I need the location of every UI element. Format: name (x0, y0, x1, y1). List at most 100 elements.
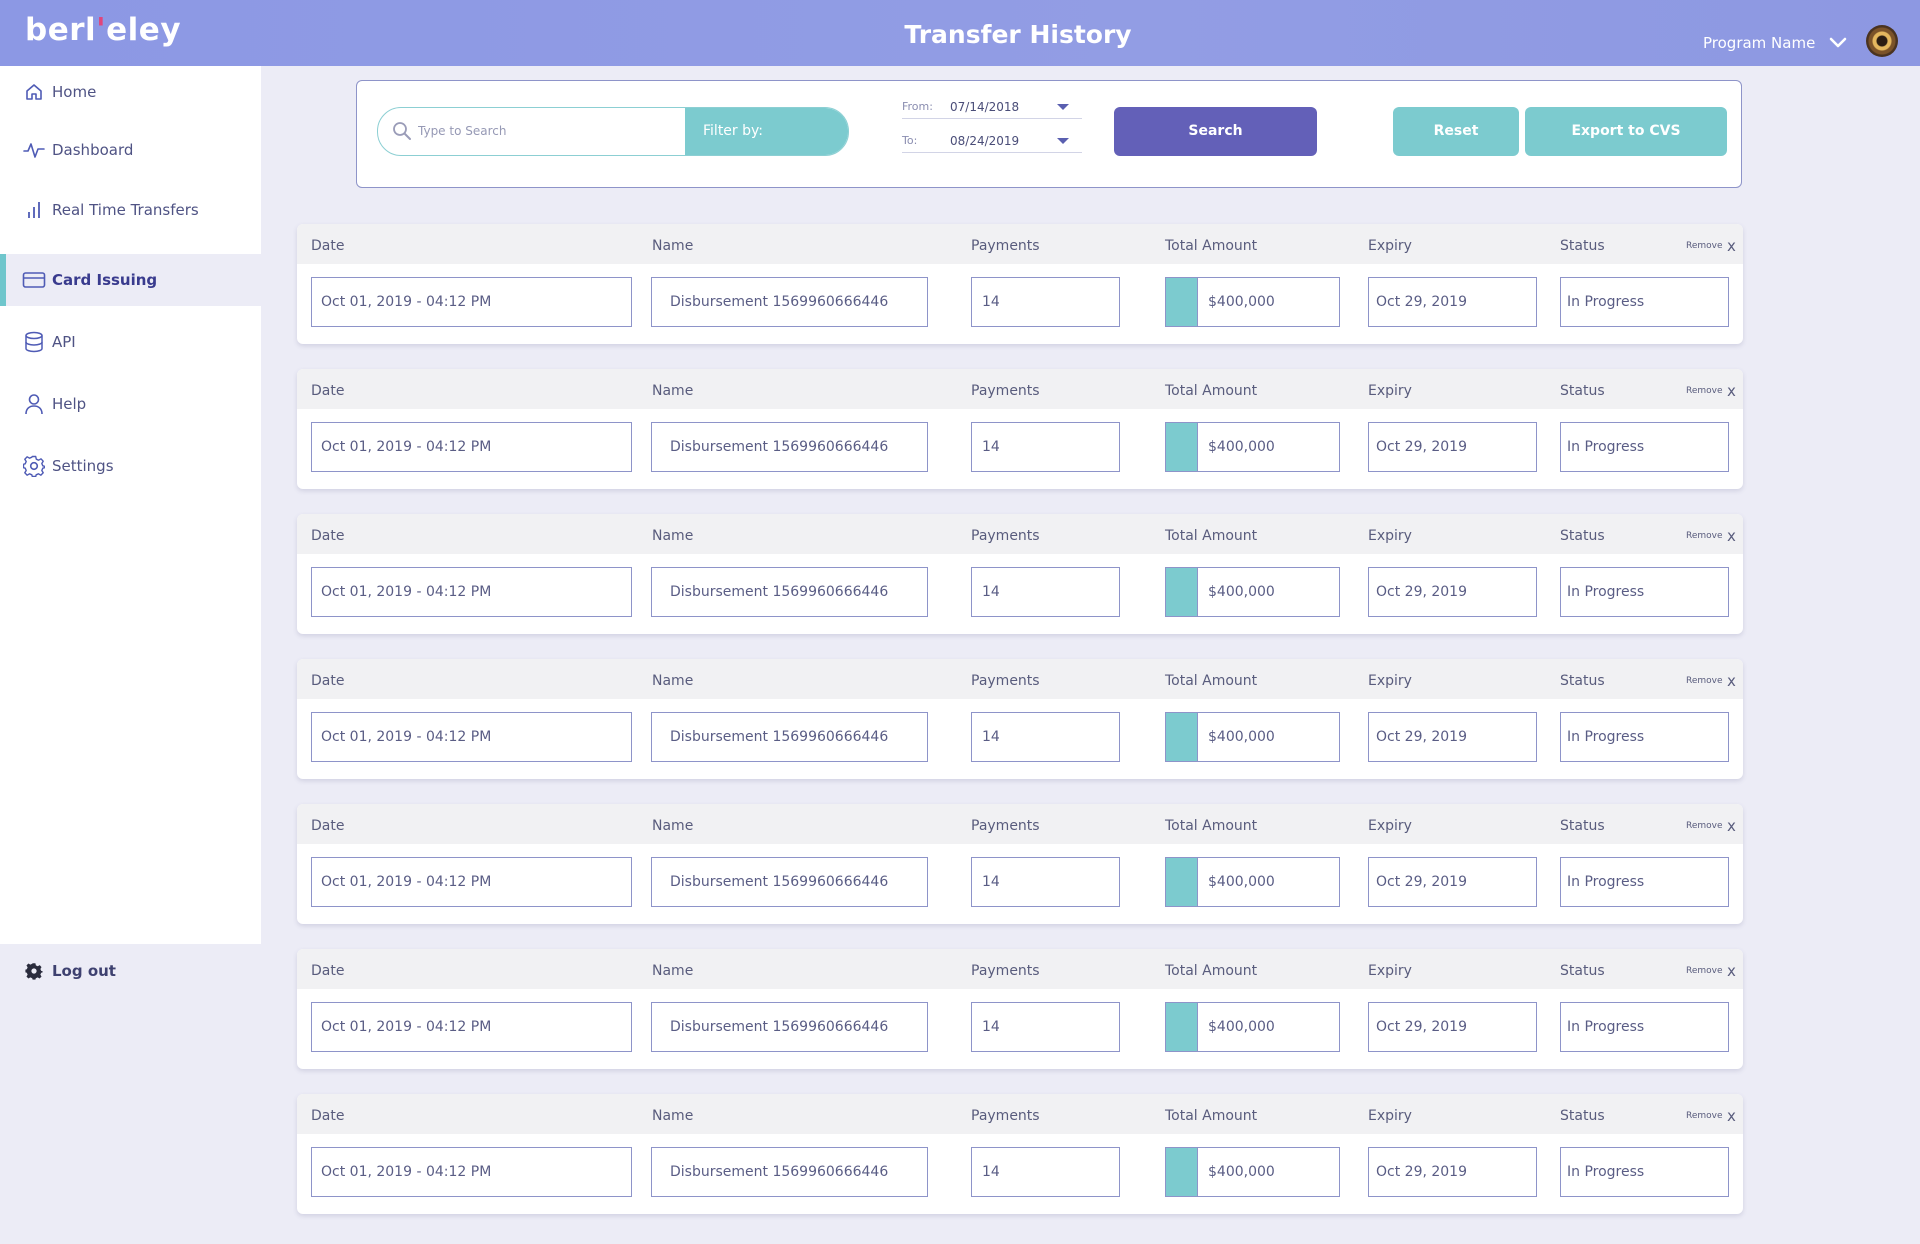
export-button[interactable]: Export to CVS (1525, 107, 1727, 156)
to-date-field[interactable]: To: 08/24/2019 (902, 129, 1082, 153)
total-amount-field[interactable]: $400,000 (1197, 422, 1340, 472)
payments-field[interactable]: 14 (971, 422, 1120, 472)
status-field[interactable]: In Progress (1560, 567, 1729, 617)
name-field[interactable]: Disbursement 1569960666446 (651, 857, 928, 907)
payments-field[interactable]: 14 (971, 857, 1120, 907)
remove-button[interactable]: Remove (1686, 241, 1723, 251)
name-field[interactable]: Disbursement 1569960666446 (651, 712, 928, 762)
payments-label: Payments (971, 1108, 1040, 1124)
sidebar-item-help[interactable]: Help (0, 378, 261, 430)
payments-label: Payments (971, 818, 1040, 834)
berkeley-logo[interactable]: berl'eley (25, 12, 181, 48)
page-title: Transfer History (904, 20, 1132, 49)
date-field[interactable]: Oct 01, 2019 - 04:12 PM (311, 712, 632, 762)
status-field[interactable]: In Progress (1560, 857, 1729, 907)
chevron-down-icon (1830, 37, 1847, 48)
sidebar-item-dashboard[interactable]: Dashboard (0, 124, 261, 176)
expiry-field[interactable]: Oct 29, 2019 (1368, 1147, 1537, 1197)
sidebar-item-api[interactable]: API (0, 316, 261, 368)
color-swatch (1165, 277, 1198, 327)
date-field[interactable]: Oct 01, 2019 - 04:12 PM (311, 857, 632, 907)
logout-button[interactable]: Log out (0, 946, 261, 996)
total-amount-field[interactable]: $400,000 (1197, 277, 1340, 327)
payments-field[interactable]: 14 (971, 567, 1120, 617)
from-date-value: 07/14/2018 (950, 99, 1020, 114)
remove-button[interactable]: Remove (1686, 676, 1723, 686)
remove-button[interactable]: Remove (1686, 966, 1723, 976)
sidebar-item-settings[interactable]: Settings (0, 440, 261, 492)
remove-button[interactable]: Remove (1686, 1111, 1723, 1121)
name-label: Name (652, 528, 694, 544)
name-field[interactable]: Disbursement 1569960666446 (651, 567, 928, 617)
home-icon (22, 80, 46, 104)
expiry-field[interactable]: Oct 29, 2019 (1368, 712, 1537, 762)
transfer-row: Date Name Payments Total Amount Expiry S… (297, 369, 1743, 489)
expiry-label: Expiry (1368, 673, 1412, 689)
sidebar-item-card-issuing[interactable]: Card Issuing (0, 254, 261, 306)
name-field[interactable]: Disbursement 1569960666446 (651, 1002, 928, 1052)
color-swatch (1165, 1002, 1198, 1052)
status-field[interactable]: In Progress (1560, 1002, 1729, 1052)
payments-field[interactable]: 14 (971, 712, 1120, 762)
close-icon[interactable]: x (1727, 817, 1736, 835)
expiry-label: Expiry (1368, 528, 1412, 544)
close-icon[interactable]: x (1727, 672, 1736, 690)
sidebar-item-label: Dashboard (52, 141, 134, 159)
expiry-label: Expiry (1368, 963, 1412, 979)
status-field[interactable]: In Progress (1560, 277, 1729, 327)
expiry-field[interactable]: Oct 29, 2019 (1368, 857, 1537, 907)
remove-button[interactable]: Remove (1686, 386, 1723, 396)
name-label: Name (652, 383, 694, 399)
total-amount-field[interactable]: $400,000 (1197, 857, 1340, 907)
date-field[interactable]: Oct 01, 2019 - 04:12 PM (311, 1147, 632, 1197)
expiry-field[interactable]: Oct 29, 2019 (1368, 567, 1537, 617)
name-label: Name (652, 1108, 694, 1124)
filter-by-dropdown[interactable]: Filter by: (685, 108, 848, 155)
close-icon[interactable]: x (1727, 382, 1736, 400)
remove-button[interactable]: Remove (1686, 531, 1723, 541)
total-amount-field[interactable]: $400,000 (1197, 1002, 1340, 1052)
sidebar-item-home[interactable]: Home (0, 66, 261, 118)
remove-button[interactable]: Remove (1686, 821, 1723, 831)
sidebar-item-label: API (52, 333, 76, 351)
close-icon[interactable]: x (1727, 1107, 1736, 1125)
payments-field[interactable]: 14 (971, 1002, 1120, 1052)
status-label: Status (1560, 1108, 1605, 1124)
row-header: Date Name Payments Total Amount Expiry S… (297, 369, 1743, 409)
name-field[interactable]: Disbursement 1569960666446 (651, 422, 928, 472)
date-field[interactable]: Oct 01, 2019 - 04:12 PM (311, 1002, 632, 1052)
from-date-field[interactable]: From: 07/14/2018 (902, 95, 1082, 119)
bar-chart-icon (22, 198, 46, 222)
expiry-label: Expiry (1368, 238, 1412, 254)
close-icon[interactable]: x (1727, 237, 1736, 255)
total-amount-field[interactable]: $400,000 (1197, 1147, 1340, 1197)
payments-field[interactable]: 14 (971, 277, 1120, 327)
search-input[interactable] (418, 108, 668, 154)
date-field[interactable]: Oct 01, 2019 - 04:12 PM (311, 277, 632, 327)
expiry-field[interactable]: Oct 29, 2019 (1368, 1002, 1537, 1052)
avatar[interactable] (1866, 25, 1898, 57)
payments-label: Payments (971, 238, 1040, 254)
sidebar-item-label: Home (52, 83, 97, 101)
sidebar-item-label: Settings (52, 457, 114, 475)
expiry-field[interactable]: Oct 29, 2019 (1368, 277, 1537, 327)
sidebar-item-real-time-transfers[interactable]: Real Time Transfers (0, 184, 261, 236)
reset-button[interactable]: Reset (1393, 107, 1519, 156)
expiry-field[interactable]: Oct 29, 2019 (1368, 422, 1537, 472)
date-field[interactable]: Oct 01, 2019 - 04:12 PM (311, 567, 632, 617)
status-field[interactable]: In Progress (1560, 422, 1729, 472)
date-field[interactable]: Oct 01, 2019 - 04:12 PM (311, 422, 632, 472)
status-field[interactable]: In Progress (1560, 712, 1729, 762)
total-amount-field[interactable]: $400,000 (1197, 712, 1340, 762)
close-icon[interactable]: x (1727, 962, 1736, 980)
search-button[interactable]: Search (1114, 107, 1317, 156)
status-field[interactable]: In Progress (1560, 1147, 1729, 1197)
name-field[interactable]: Disbursement 1569960666446 (651, 277, 928, 327)
name-field[interactable]: Disbursement 1569960666446 (651, 1147, 928, 1197)
payments-field[interactable]: 14 (971, 1147, 1120, 1197)
program-selector[interactable]: Program Name (1703, 34, 1847, 52)
user-icon (22, 392, 46, 416)
date-label: Date (311, 673, 345, 689)
total-amount-field[interactable]: $400,000 (1197, 567, 1340, 617)
close-icon[interactable]: x (1727, 527, 1736, 545)
